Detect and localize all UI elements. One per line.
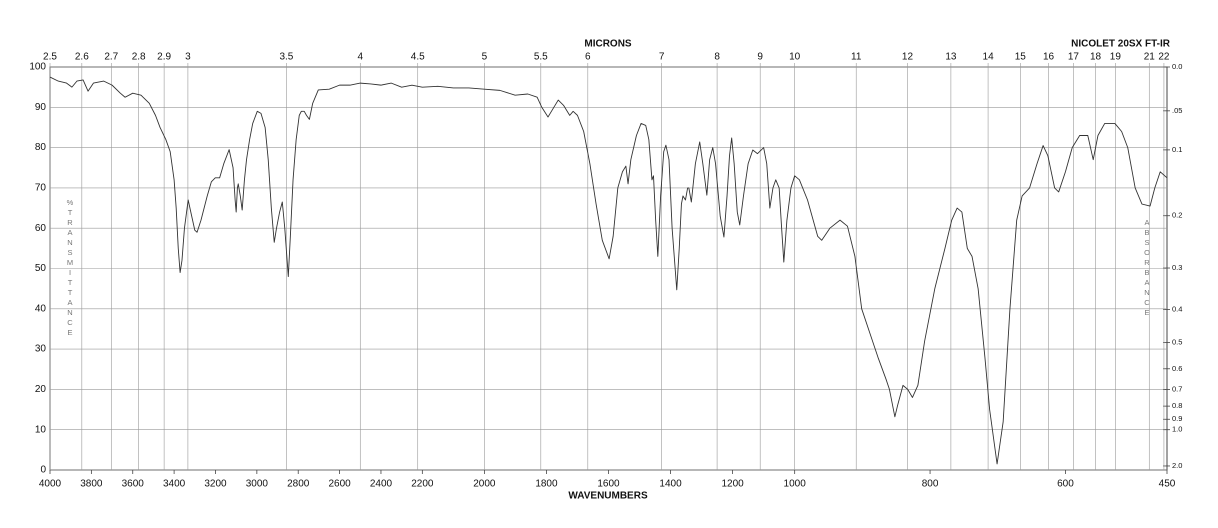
y2-tick-label: 0.8 — [1172, 401, 1182, 410]
x-tick-label: 2800 — [287, 479, 310, 490]
x2-tick-label: 4.5 — [411, 52, 425, 63]
y2-tick-label: 1.0 — [1172, 425, 1182, 434]
chart-title: NICOLET 20SX FT-IR — [1071, 39, 1171, 50]
x2-tick-label: 10 — [789, 52, 801, 63]
x2-tick-label: 21 — [1144, 52, 1156, 63]
y-tick-label: 90 — [35, 102, 47, 113]
x2-tick-label: 22 — [1158, 52, 1170, 63]
x-tick-label: 2200 — [411, 479, 434, 490]
x2-tick-label: 11 — [851, 52, 862, 63]
x2-tick-label: 12 — [902, 52, 914, 63]
y2-tick-label: 0.5 — [1172, 338, 1182, 347]
x2-tick-label: 5 — [482, 52, 488, 63]
x2-tick-label: 2.7 — [104, 52, 118, 63]
y2-tick-label: 0.2 — [1172, 211, 1182, 220]
x2-tick-label: 4 — [357, 52, 363, 63]
y2-tick-label: 0.9 — [1172, 414, 1182, 423]
x2-tick-label: 3 — [185, 52, 191, 63]
spectrum-line — [49, 76, 1168, 465]
x2-tick-label: 13 — [945, 52, 957, 63]
x-tick-label: 2000 — [473, 479, 496, 490]
x2-tick-label: 8 — [714, 52, 720, 63]
x-tick-label: 1800 — [535, 479, 558, 490]
x-tick-label: 1400 — [659, 479, 682, 490]
x-tick-label: 3600 — [122, 479, 145, 490]
x-tick-label: 1600 — [597, 479, 620, 490]
y-tick-label: 30 — [35, 344, 47, 355]
x-tick-label: 450 — [1159, 479, 1176, 490]
x2-axis-title: MICRONS — [584, 39, 632, 50]
y-tick-label: 50 — [35, 263, 47, 274]
y2-tick-label: .05 — [1172, 106, 1182, 115]
y-tick-label: 80 — [35, 142, 47, 153]
x2-tick-label: 15 — [1015, 52, 1027, 63]
x2-tick-label: 9 — [757, 52, 763, 63]
x-tick-label: 3400 — [163, 479, 186, 490]
x-axis-title: WAVENUMBERS — [568, 491, 648, 502]
x2-tick-label: 18 — [1090, 52, 1102, 63]
x2-tick-label: 2.5 — [43, 52, 57, 63]
y-tick-label: 70 — [35, 183, 47, 194]
x2-tick-label: 2.6 — [75, 52, 89, 63]
x-tick-label: 3200 — [204, 479, 227, 490]
y-axis-title: %TRANSMITTANCE — [65, 198, 75, 338]
x2-tick-label: 17 — [1068, 52, 1080, 63]
y2-tick-label: 0.4 — [1172, 305, 1182, 314]
x2-tick-label: 14 — [983, 52, 995, 63]
x-tick-label: 600 — [1057, 479, 1074, 490]
x-tick-label: 800 — [922, 479, 939, 490]
y2-tick-label: 0.0 — [1172, 62, 1182, 71]
x-tick-label: 1000 — [784, 479, 807, 490]
x2-tick-label: 6 — [585, 52, 591, 63]
x2-tick-label: 7 — [659, 52, 665, 63]
x-tick-label: 1200 — [721, 479, 744, 490]
x2-tick-label: 2.8 — [132, 52, 146, 63]
y-tick-label: 0 — [40, 465, 46, 476]
x-tick-label: 2600 — [328, 479, 351, 490]
y2-tick-label: 0.1 — [1172, 145, 1182, 154]
x2-tick-label: 2.9 — [157, 52, 171, 63]
y-tick-label: 20 — [35, 384, 47, 395]
y-tick-label: 10 — [35, 424, 47, 435]
y2-tick-label: 0.3 — [1172, 263, 1182, 272]
y2-tick-label: 0.7 — [1172, 385, 1182, 394]
y2-tick-label: 0.6 — [1172, 364, 1182, 373]
x2-tick-label: 19 — [1110, 52, 1122, 63]
y-tick-label: 100 — [29, 62, 46, 73]
y-tick-label: 60 — [35, 223, 47, 234]
y-tick-label: 40 — [35, 303, 47, 314]
x-tick-label: 3000 — [246, 479, 269, 490]
x-tick-label: 4000 — [39, 479, 62, 490]
x-tick-label: 2400 — [370, 479, 393, 490]
y2-axis-title: ABSORBANCE — [1142, 218, 1152, 318]
x2-tick-label: 5.5 — [534, 52, 548, 63]
x2-tick-label: 16 — [1043, 52, 1055, 63]
y2-tick-label: 2.0 — [1172, 461, 1182, 470]
x-tick-label: 3800 — [80, 479, 103, 490]
x2-tick-label: 3.5 — [279, 52, 293, 63]
